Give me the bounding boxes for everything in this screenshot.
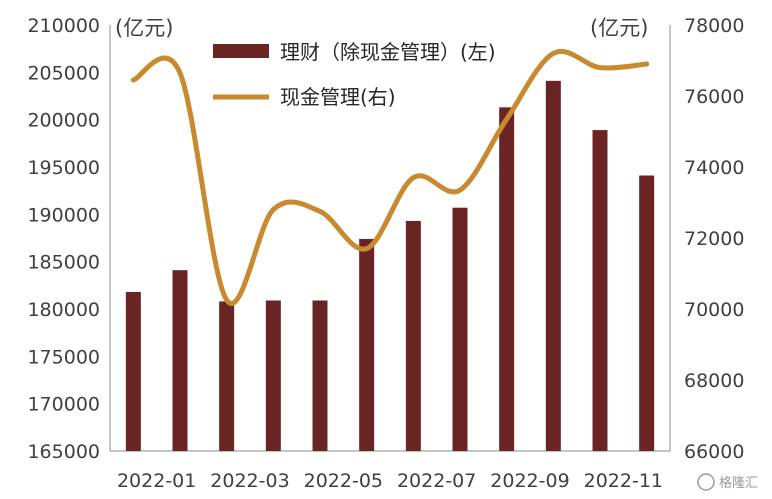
bar <box>499 107 515 452</box>
x-tick-label: 2022-05 <box>304 470 383 492</box>
bar <box>312 300 328 451</box>
legend-label-line: 现金管理(右) <box>280 85 396 109</box>
watermark-text: 格隆汇 <box>719 475 758 491</box>
legend-label-bars: 理财（除现金管理）(左) <box>280 40 496 64</box>
left-tick-label: 175000 <box>27 346 100 368</box>
left-tick-label: 170000 <box>27 394 100 416</box>
line-series <box>130 48 650 306</box>
series-line <box>130 48 650 306</box>
bar <box>545 80 561 451</box>
x-tick-label: 2022-07 <box>397 470 476 492</box>
axes <box>109 25 671 452</box>
left-tick-label: 190000 <box>27 204 100 226</box>
legend: 理财（除现金管理）(左) 现金管理(右) <box>213 40 496 109</box>
left-unit-label: (亿元) <box>115 16 173 40</box>
bar <box>639 175 655 451</box>
x-tick-label: 2022-11 <box>584 470 663 492</box>
watermark: 格隆汇 <box>697 473 758 491</box>
bar <box>125 291 141 451</box>
bar <box>592 130 608 451</box>
left-tick-label: 195000 <box>27 157 100 179</box>
bar <box>405 220 421 451</box>
left-tick-label: 205000 <box>27 62 100 84</box>
left-tick-label: 200000 <box>27 110 100 132</box>
left-tick-label: 210000 <box>27 15 100 37</box>
left-tick-label: 180000 <box>27 299 100 321</box>
bar <box>172 270 188 451</box>
watermark-logo-icon <box>697 473 715 491</box>
left-tick-label: 185000 <box>27 252 100 274</box>
bar <box>219 301 235 451</box>
bar-series <box>125 80 655 452</box>
x-tick-label: 2022-03 <box>210 470 289 492</box>
right-unit-label: (亿元) <box>590 16 648 40</box>
right-tick-label: 76000 <box>684 86 744 108</box>
tick-labels: 165000 170000 175000 180000 185000 190000 1950… <box>27 15 744 492</box>
right-tick-label: 68000 <box>684 370 744 392</box>
bar <box>359 238 375 451</box>
right-tick-label: 66000 <box>684 441 744 463</box>
right-tick-label: 70000 <box>684 299 744 321</box>
x-tick-label: 2022-01 <box>117 470 196 492</box>
right-tick-label: 72000 <box>684 228 744 250</box>
x-tick-label: 2022-09 <box>490 470 569 492</box>
legend-swatch-bars <box>213 44 269 58</box>
left-tick-label: 165000 <box>27 441 100 463</box>
right-tick-label: 74000 <box>684 157 744 179</box>
bar <box>265 300 281 451</box>
bar <box>452 207 468 451</box>
right-tick-label: 78000 <box>684 15 744 37</box>
